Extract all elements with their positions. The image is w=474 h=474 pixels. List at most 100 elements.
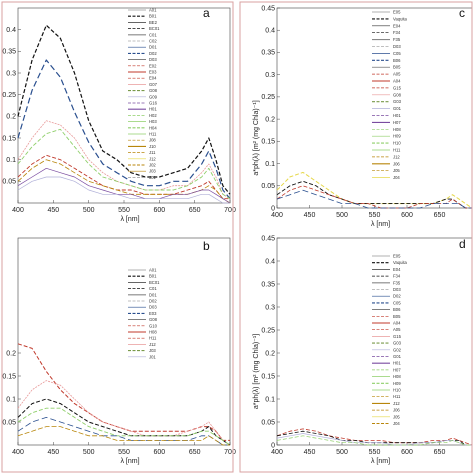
legend-entry: H04 [149,125,157,130]
legend-entry: C05 [393,300,401,305]
legend-entry: H10 [393,141,401,146]
x-tick-label: 650 [189,449,201,456]
x-tick-label: 450 [304,449,316,456]
legend-entry: B01 [149,274,157,279]
x-tick-label: 500 [336,449,348,456]
y-tick-label: 0.45 [261,5,275,12]
y-tick-label: 0.1 [265,396,275,403]
legend-entry: D02 [393,294,401,299]
legend-entry: E02 [149,63,157,68]
series-line-d-2 [276,433,472,446]
legend-entry: H01 [149,107,157,112]
x-tick-label: 400 [12,207,24,214]
y-tick-label: 0.1 [6,396,16,403]
y-tick-label: 0.25 [2,92,16,99]
legend-entry: G07 [149,82,158,87]
series-line-c-2 [276,185,472,209]
y-tick-label: 0.2 [6,114,16,121]
plot-area-c [276,7,473,209]
legend-entry: H01 [393,361,401,366]
legend-entry: G01 [393,106,402,111]
legend-entry: C01 [149,32,157,37]
legend-entry: H10 [393,388,401,393]
legend-entry: Vaquita [393,260,408,265]
x-tick-label: 600 [153,449,165,456]
legend-entry: J06 [393,161,400,166]
legend-entry: D03 [393,44,401,49]
legend-entry: H11 [393,394,401,399]
y-tick-label: 0.35 [2,49,16,56]
legend-entry: Vaquita [393,16,408,21]
legend-entry: A04 [393,321,401,326]
legend-entry: J04 [393,421,400,426]
plot-area-a [17,7,231,204]
legend-entry: G10 [149,323,158,328]
x-tick-label: 500 [83,449,95,456]
y-tick-label: 0.35 [261,50,275,57]
series-line-c-3 [276,189,472,209]
y-tick-label: 0.05 [261,419,275,426]
y-tick-label: 0 [271,442,275,449]
legend-entry: F34 [393,274,401,279]
legend-entry: BE2 [149,20,158,25]
legend-entry: A05 [393,327,401,332]
x-tick-label: 400 [271,212,283,219]
x-tick-label: 550 [369,212,381,219]
legend-entry: E03 [149,70,157,75]
x-axis-label: λ [nm] [120,458,139,465]
series-line-b-4 [17,416,230,446]
y-tick-label: 0.4 [6,27,16,34]
legend-entry: H09 [393,381,401,386]
x-axis-label: λ [nm] [371,458,390,465]
x-tick-label: 400 [12,449,24,456]
legend-entry: D02 [149,299,157,304]
y-tick-label: 0.05 [261,183,275,190]
x-tick-label: 550 [118,449,130,456]
x-tick-label: 450 [304,212,316,219]
legend-entry: H08 [393,127,401,132]
y-axis-label: a*ph(λ) [m² (mg Chla)⁻¹] [253,100,260,175]
series-line-b-2 [17,398,231,446]
legend-entry: A01 [149,268,157,273]
x-tick-label: 650 [434,449,446,456]
y-axis-label: a*ph(λ) [m² (mg Chla)⁻¹] [253,334,260,409]
y-tick-label: 0.2 [265,116,275,123]
y-tick-label: 0.1 [265,161,275,168]
y-tick-label: 0.2 [265,350,275,357]
y-tick-label: 0.35 [261,281,275,288]
legend-entry: G15 [393,85,402,90]
legend-entry: C02 [149,39,157,44]
series-line-a-3 [17,128,231,200]
legend-entry: E03 [149,311,157,316]
legend-entry: C01 [149,286,157,291]
legend-entry: J01 [149,354,156,359]
x-tick-label: 600 [153,207,165,214]
series-line-a-7 [17,176,230,204]
legend-entry: J12 [393,401,400,406]
x-tick-label: 400 [271,449,283,456]
legend-entry: B06 [393,307,401,312]
series-line-a-5 [17,159,231,204]
x-axis-label: λ [nm] [120,216,139,223]
y-tick-label: 0 [271,205,275,212]
legend-entry: G08 [393,92,402,97]
legend-entry: F34 [393,30,401,35]
series-line-c-0 [276,171,473,209]
legend-entry: H11 [149,336,157,341]
y-tick-label: 0.1 [6,157,16,164]
legend-entry: F35 [393,37,401,42]
legend-entry: D01 [149,292,157,297]
legend-entry: J08 [149,138,156,143]
legend-entry: G09 [149,94,158,99]
legend-entry: H11 [393,148,401,153]
series-line-a-1 [17,59,231,200]
legend-entry: E04 [149,76,157,81]
legend-entry: A01 [149,8,157,13]
legend-entry: G16 [149,101,158,106]
legend-entry: A04 [393,79,401,84]
legend-entry: G01 [393,354,402,359]
x-tick-label: 550 [118,207,130,214]
legend-entry: F35 [393,280,401,285]
legend-entry: D03 [149,57,157,62]
left-column-frame [1,1,234,473]
